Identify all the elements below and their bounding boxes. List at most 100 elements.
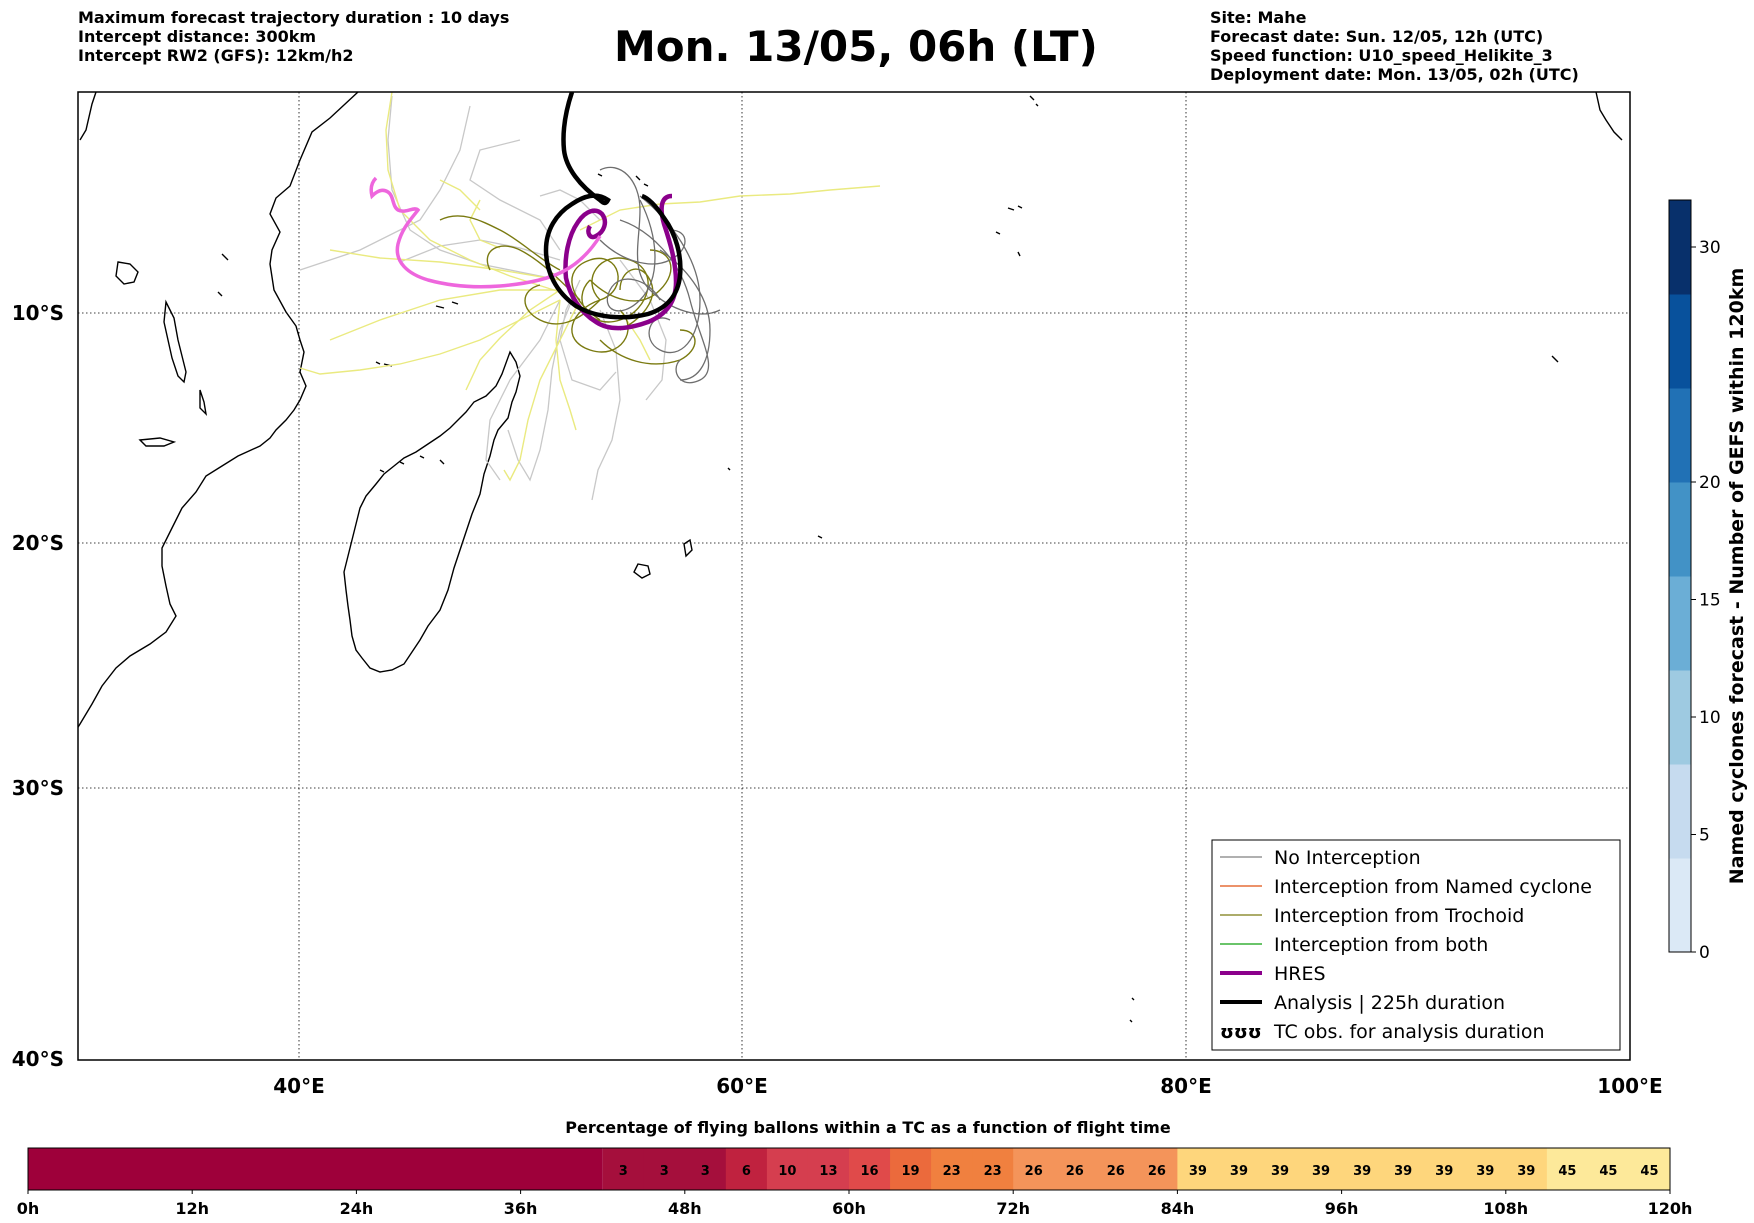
bottom-colorbar-tick-label: 12h xyxy=(175,1199,209,1218)
page-title: Mon. 13/05, 06h (LT) xyxy=(614,22,1098,71)
right-colorbar-cell xyxy=(1669,482,1691,577)
bottom-colorbar-cell xyxy=(643,1148,686,1190)
right-colorbar-cell xyxy=(1669,858,1691,953)
lon-label-80e: 80°E xyxy=(1160,1074,1212,1098)
legend-label: TC obs. for analysis duration xyxy=(1273,1021,1545,1043)
bottom-colorbar-cell-label: 3 xyxy=(619,1164,628,1179)
header-duration: Maximum forecast trajectory duration : 1… xyxy=(78,8,510,27)
rodrigues-island xyxy=(817,535,823,539)
right-colorbar-label: Named cyclones forecast - Number of GEFS… xyxy=(1726,268,1748,885)
bottom-colorbar-tick-label: 84h xyxy=(1161,1199,1195,1218)
bottom-colorbar-cell-label: 39 xyxy=(1230,1164,1248,1179)
bottom-colorbar-cell-label: 10 xyxy=(778,1164,796,1179)
bottom-colorbar-tick-label: 108h xyxy=(1483,1199,1528,1218)
bottom-colorbar-cell-label: 45 xyxy=(1558,1164,1576,1179)
bottom-colorbar-tick-label: 72h xyxy=(996,1199,1030,1218)
bottom-colorbar-cell xyxy=(1013,1148,1055,1190)
bottom-colorbar-cell-label: 6 xyxy=(742,1164,751,1179)
lat-label-20s: 20°S xyxy=(12,531,64,555)
bottom-colorbar: Percentage of flying ballons within a TC… xyxy=(17,1118,1693,1218)
right-colorbar: 0 5 10 15 20 30 Named cyclones forecast - Num… xyxy=(1668,199,1748,963)
reunion-island xyxy=(633,563,651,579)
africa-coastline xyxy=(78,92,359,729)
legend-label: Interception from both xyxy=(1274,934,1488,956)
bottom-colorbar-cell-label: 39 xyxy=(1517,1164,1535,1179)
legend-label: Analysis | 225h duration xyxy=(1274,992,1505,1014)
bottom-colorbar-cell xyxy=(602,1148,645,1190)
bottom-colorbar-cell xyxy=(1177,1148,1219,1190)
bottom-colorbar-cell xyxy=(1382,1148,1425,1190)
bottom-colorbar-cell-label: 26 xyxy=(1025,1164,1043,1179)
chagos xyxy=(995,205,1023,257)
legend: No Interception Interception from Named c… xyxy=(1211,839,1621,1051)
header-speed-function: Speed function: U10_speed_Helikite_3 xyxy=(1210,46,1553,65)
bottom-colorbar-cell xyxy=(1587,1148,1630,1190)
bottom-colorbar-cell xyxy=(849,1148,891,1190)
lon-axis-labels: 40°E 60°E 80°E 100°E xyxy=(273,1074,1662,1098)
right-colorbar-tick-label: 15 xyxy=(1699,591,1721,611)
lon-label-40e: 40°E xyxy=(273,1074,325,1098)
bottom-colorbar-cell-label: 39 xyxy=(1312,1164,1330,1179)
aldabra xyxy=(375,301,459,367)
bottom-colorbar-cell xyxy=(1259,1148,1302,1190)
bottom-colorbar-cell xyxy=(684,1148,727,1190)
right-colorbar-cell xyxy=(1669,576,1691,671)
right-colorbar-tick-label: 20 xyxy=(1699,473,1721,493)
bottom-colorbar-cell xyxy=(931,1148,973,1190)
bottom-colorbar-cell-label: 39 xyxy=(1476,1164,1494,1179)
bottom-colorbar-cell-label: 39 xyxy=(1271,1164,1289,1179)
bottom-colorbar-cell xyxy=(766,1148,809,1190)
bottom-colorbar-cell-label: 19 xyxy=(902,1164,920,1179)
comoros xyxy=(379,455,445,473)
bottom-colorbar-cell-label: 13 xyxy=(819,1164,837,1179)
legend-box xyxy=(1211,839,1621,1051)
header-forecast-date: Forecast date: Sun. 12/05, 12h (UTC) xyxy=(1210,27,1544,46)
bottom-colorbar-cell xyxy=(1546,1148,1589,1190)
lat-label-40s: 40°S xyxy=(12,1047,64,1071)
right-colorbar-frame xyxy=(1668,199,1692,953)
bottom-colorbar-tick-label: 48h xyxy=(668,1199,702,1218)
somalia-arc xyxy=(79,92,97,141)
cargados xyxy=(727,467,731,471)
right-colorbar-cell xyxy=(1669,200,1691,295)
legend-item: ʊʊʊ TC obs. for analysis duration xyxy=(1220,1021,1545,1043)
maldives-north xyxy=(1029,95,1039,107)
trajectories-yellow xyxy=(299,92,881,482)
bottom-colorbar-cell-label: 3 xyxy=(701,1164,710,1179)
right-colorbar-tick-label: 0 xyxy=(1699,943,1710,963)
lat-axis-labels: 10°S 20°S 30°S 40°S xyxy=(12,301,64,1071)
right-colorbar-cell xyxy=(1669,670,1691,765)
bottom-colorbar-cell xyxy=(890,1148,932,1190)
lon-label-100e: 100°E xyxy=(1597,1074,1662,1098)
map-frame xyxy=(77,91,1631,1061)
mauritius-island xyxy=(683,538,693,558)
bottom-colorbar-tick-label: 60h xyxy=(832,1199,866,1218)
lake-victoria xyxy=(115,261,139,285)
bottom-colorbar-cell-label: 23 xyxy=(984,1164,1002,1179)
bottom-colorbar-cell-label: 45 xyxy=(1640,1164,1658,1179)
legend-item: Analysis | 225h duration xyxy=(1220,992,1505,1014)
hres-pink-trajectory xyxy=(369,176,602,289)
bottom-colorbar-cell-label: 26 xyxy=(1107,1164,1125,1179)
bottom-colorbar-cell-label: 39 xyxy=(1435,1164,1453,1179)
bottom-colorbar-cell-label: 45 xyxy=(1599,1164,1617,1179)
zanzibar xyxy=(217,253,229,297)
lat-label-30s: 30°S xyxy=(12,776,64,800)
header-info-right: Site: Mahe Forecast date: Sun. 12/05, 12… xyxy=(1210,8,1579,84)
right-colorbar-tick-label: 5 xyxy=(1699,826,1710,846)
legend-label: Interception from Trochoid xyxy=(1274,905,1524,927)
amsterdam-islands xyxy=(1129,997,1135,1023)
bottom-colorbar-cell-label: 26 xyxy=(1066,1164,1084,1179)
lake-malawi xyxy=(199,389,208,417)
bottom-colorbar-cell xyxy=(1054,1148,1096,1190)
bottom-colorbar-empty-span xyxy=(28,1148,603,1190)
bottom-colorbar-cell-label: 39 xyxy=(1394,1164,1412,1179)
analysis-trajectory xyxy=(543,92,683,320)
bottom-colorbar-cell xyxy=(807,1148,850,1190)
bottom-colorbar-cell xyxy=(1136,1148,1178,1190)
lon-label-60e: 60°E xyxy=(716,1074,768,1098)
bottom-colorbar-cell xyxy=(972,1148,1014,1190)
legend-label: Interception from Named cyclone xyxy=(1274,876,1592,898)
bottom-colorbar-cell-label: 16 xyxy=(860,1164,878,1179)
